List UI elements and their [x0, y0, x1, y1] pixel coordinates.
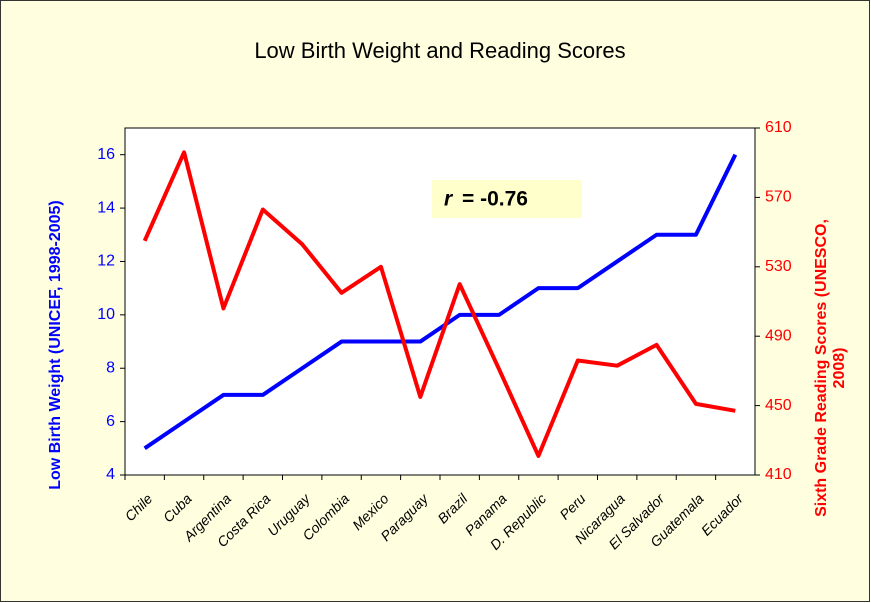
chart-title: Low Birth Weight and Reading Scores [254, 38, 625, 63]
y-tick-label: 16 [97, 146, 115, 163]
y2-tick-label: 450 [765, 397, 792, 414]
y2-tick-label: 610 [765, 119, 792, 136]
y-tick-label: 10 [97, 306, 115, 323]
annotation-symbol: r [444, 188, 454, 211]
y-tick-label: 4 [106, 466, 115, 483]
y-tick-label: 14 [97, 199, 115, 216]
y-tick-label: 8 [106, 359, 115, 376]
y-tick-label: 6 [106, 413, 115, 430]
annotation-text: = -0.76 [462, 188, 528, 211]
data-line [143, 153, 738, 450]
y2-tick-label: 490 [765, 327, 792, 344]
y-tick-label: 12 [97, 253, 115, 270]
y2-tick-label: 410 [765, 466, 792, 483]
y-axis-label: Low Birth Weight (UNICEF, 1998-2005) [47, 200, 64, 490]
y2-tick-label: 570 [765, 189, 792, 206]
data-line [142, 150, 736, 458]
y2-tick-label: 530 [765, 258, 792, 275]
y2-axis-label: Sixth Grade Reading Scores (UNESCO, [813, 219, 830, 517]
y2-axis-label: 2008) [831, 348, 848, 389]
annotation-box [432, 180, 582, 218]
